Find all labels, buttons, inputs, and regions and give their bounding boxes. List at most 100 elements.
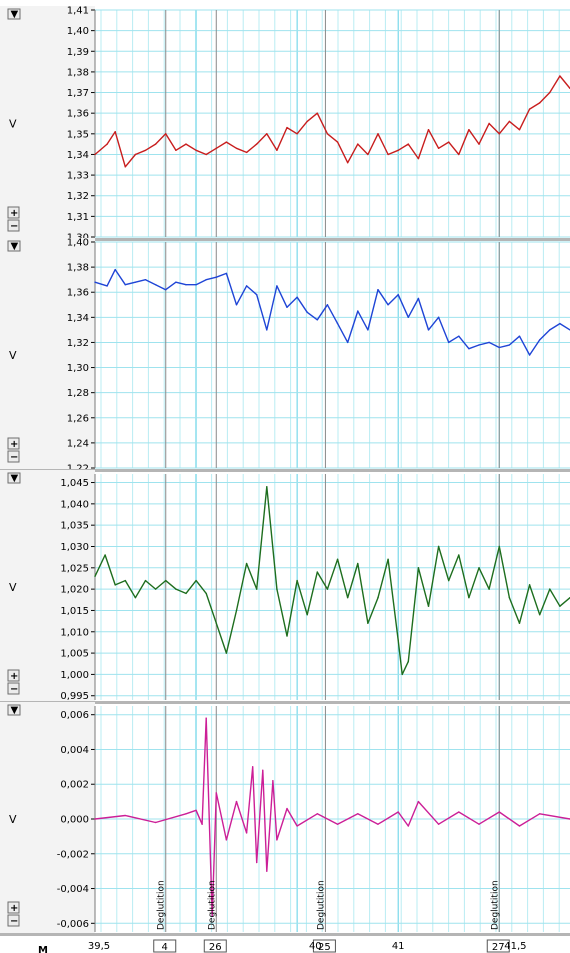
data-point (225, 652, 228, 654)
event-number-box (312, 939, 336, 953)
y-tick-label: 1,38 (67, 67, 89, 78)
y-tick-label: 1,34 (67, 150, 89, 161)
panel-menu-button[interactable]: ▼ (7, 240, 21, 252)
data-point (114, 584, 116, 586)
data-point (357, 813, 359, 815)
data-point (448, 579, 450, 582)
data-point (245, 151, 248, 154)
y-tick-label: 1,30 (67, 363, 89, 374)
y-tick-label: 1,015 (60, 606, 89, 617)
panel-menu-button[interactable]: ▼ (7, 8, 21, 20)
data-point (437, 823, 440, 825)
data-point (549, 588, 551, 590)
event-number: 25 (318, 942, 331, 953)
data-point (195, 283, 197, 286)
data-point (266, 870, 268, 872)
data-point (256, 294, 258, 296)
y-tick-label: 1,24 (67, 438, 89, 449)
zoom-in-button[interactable]: + (7, 437, 20, 450)
x-tick-label: 40 (309, 941, 322, 952)
x-axis: Deglutition 4 Deglutition 26 Deglutition 25 De… (38, 880, 527, 953)
data-point (276, 285, 278, 287)
zoom-out-button[interactable]: − (7, 914, 20, 927)
data-point (407, 143, 409, 145)
data-point (124, 814, 127, 817)
data-point (417, 567, 420, 569)
data-point (518, 825, 521, 827)
plus-icon: + (10, 208, 18, 219)
data-point (316, 813, 319, 815)
data-point (251, 766, 254, 768)
data-point (114, 268, 116, 271)
data-point (336, 322, 339, 325)
data-point (346, 162, 349, 164)
data-point (407, 316, 409, 319)
data-point (134, 281, 137, 283)
data-point (286, 306, 288, 308)
panel-menu-button[interactable]: ▼ (7, 704, 21, 716)
data-point (296, 133, 298, 135)
zoom-in-button[interactable]: + (7, 206, 20, 219)
data-point (417, 297, 420, 300)
panel-3: 1,045 1,040 1,035 1,030 1,025 1,020 1,015 1,010… (0, 470, 570, 704)
data-point (326, 304, 329, 306)
data-point (266, 133, 268, 135)
data-point (185, 283, 187, 286)
data-point (326, 588, 329, 590)
data-point (336, 823, 339, 825)
event-number-box (203, 939, 227, 953)
zoom-out-button[interactable]: − (7, 682, 20, 695)
data-point (144, 278, 147, 281)
axis-gutter (0, 238, 95, 472)
y-tick-label: 1,39 (67, 47, 89, 58)
y-axis: 1,41 1,40 1,39 1,38 1,37 1,36 1,35 1,34 1,33 1,32… (67, 6, 570, 244)
data-point (276, 839, 278, 841)
data-point (346, 341, 349, 344)
series-line (94, 268, 570, 356)
zoom-out-button[interactable]: − (7, 219, 20, 232)
data-point (175, 149, 177, 152)
data-point (417, 157, 420, 160)
data-point (94, 575, 96, 578)
zoom-out-button[interactable]: − (7, 450, 20, 463)
data-point (296, 296, 298, 298)
data-point (262, 769, 264, 772)
data-point (498, 133, 500, 135)
data-point (215, 622, 217, 624)
data-point (215, 147, 217, 149)
data-point (407, 660, 409, 663)
y-tick-label: 1,41 (67, 6, 89, 17)
data-point (488, 341, 490, 344)
data-point (528, 108, 531, 110)
panel-menu-button[interactable]: ▼ (7, 472, 21, 484)
data-point (528, 584, 531, 586)
zoom-in-button[interactable]: + (7, 669, 20, 682)
plus-icon: + (10, 903, 18, 914)
data-point (306, 614, 308, 616)
plot-area (95, 242, 570, 468)
series-line (94, 717, 570, 918)
event-number: 27 (492, 942, 505, 953)
data-point (94, 153, 96, 156)
data-point (458, 811, 460, 813)
data-point (559, 605, 561, 607)
data-point (185, 592, 187, 595)
data-point (357, 310, 359, 312)
data-point (538, 339, 541, 341)
dropdown-icon: ▼ (11, 705, 19, 716)
data-point (201, 823, 203, 825)
data-point (165, 579, 167, 582)
dropdown-icon: ▼ (11, 9, 19, 20)
data-point (286, 126, 288, 129)
data-point (124, 579, 127, 582)
panel-divider (0, 469, 570, 472)
zoom-in-button[interactable]: + (7, 901, 20, 914)
data-point (407, 825, 409, 827)
data-point (94, 818, 96, 820)
y-tick-label: 0,000 (60, 815, 89, 826)
data-point (437, 147, 440, 149)
axis-gutter (0, 6, 95, 241)
data-point (316, 571, 319, 573)
y-tick-label: 1,28 (67, 388, 89, 399)
data-point (458, 335, 460, 337)
